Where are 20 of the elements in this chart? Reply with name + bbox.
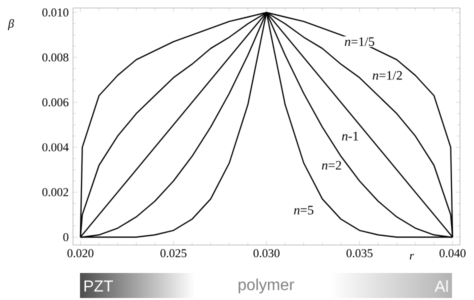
x-tick-label: 0.035 [346, 249, 373, 258]
text: polymer [238, 278, 294, 294]
y-tick-label: 0.010 [42, 8, 68, 17]
y-tick-label: 0 [63, 233, 68, 242]
y-tick-label: 0.008 [42, 53, 68, 62]
series-label: n=5 [294, 206, 314, 214]
x-axis-title: r [410, 254, 414, 260]
series-label: n=2 [322, 160, 342, 170]
y-tick-label: 0.006 [42, 98, 68, 106]
y-axis-title: β [8, 19, 14, 30]
series-label: n-1 [342, 132, 358, 140]
y-tick-label: 0.002 [42, 188, 68, 196]
text: Al [434, 280, 448, 292]
y-tick-label: 0.004 [42, 143, 69, 152]
x-tick-label: 0.030 [254, 249, 280, 258]
text: PZT [84, 280, 113, 292]
x-tick-label: 0.025 [160, 249, 186, 258]
x-tick-label: 0.020 [67, 249, 94, 258]
x-tick-label: 0.040 [440, 249, 466, 258]
series-label: n=1/2 [372, 71, 402, 80]
